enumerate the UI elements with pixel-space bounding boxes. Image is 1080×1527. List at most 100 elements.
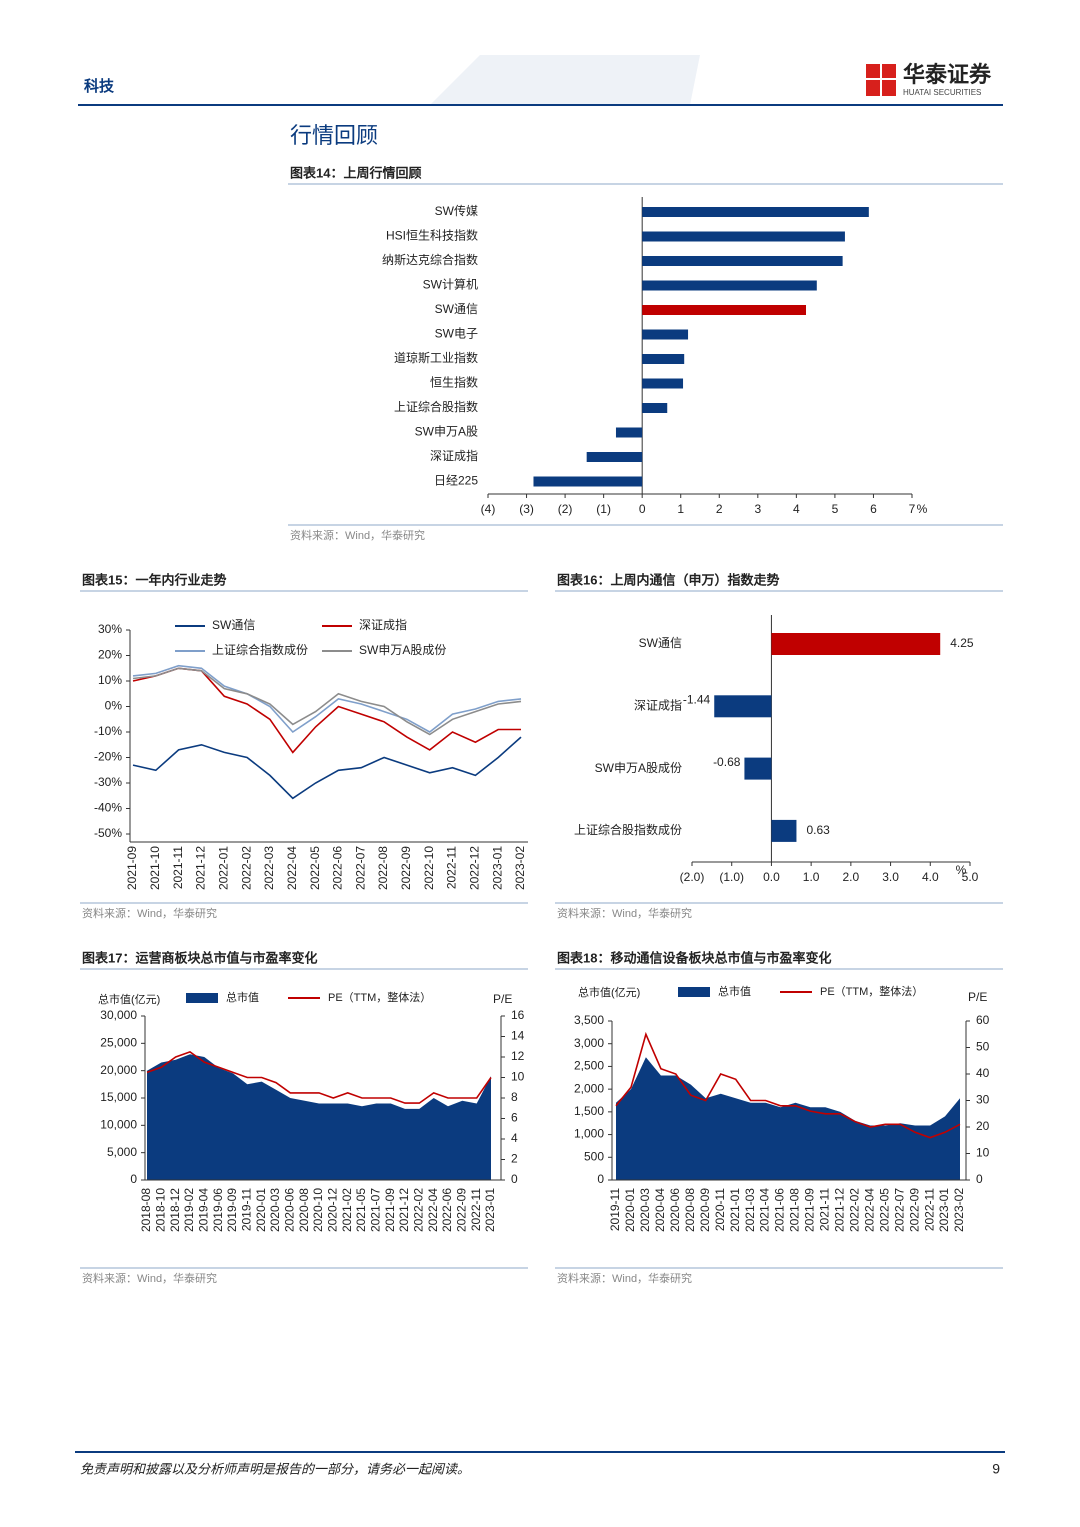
y2-tick-label: 16 [511, 1008, 525, 1022]
legend-label: 深证成指 [359, 617, 407, 632]
x-tick-label: 2022-06 [440, 1188, 454, 1232]
x-tick-label: 4 [793, 502, 800, 516]
series-area [616, 1057, 960, 1180]
x-tick-label: 2021-03 [743, 1188, 757, 1232]
category-label: HSI恒生科技指数 [386, 228, 478, 243]
x-tick-label: 2023-01 [937, 1188, 951, 1232]
x-tick-label: 2021-12 [397, 1188, 411, 1232]
header-decoration [430, 55, 700, 105]
x-tick-label: 2019-02 [182, 1188, 196, 1232]
y2-tick-label: 20 [976, 1119, 990, 1133]
x-tick-label: 3 [754, 502, 761, 516]
x-tick-label: 2020-01 [254, 1188, 268, 1232]
x-tick-label: 2021-07 [369, 1188, 383, 1232]
category-label: SW通信 [639, 636, 682, 650]
figure-caption: 图表14：上周行情回顾 [290, 165, 421, 180]
x-tick-label: 2022-05 [877, 1188, 891, 1232]
category-label: 深证成指 [430, 448, 478, 463]
figure-caption: 图表17：运营商板块总市值与市盈率变化 [82, 950, 317, 965]
y-tick-label: 0% [105, 699, 123, 713]
x-tick-label: 2021-09 [803, 1188, 817, 1232]
x-tick-label: 2022-11 [469, 1188, 483, 1231]
x-tick-label: 2022-07 [353, 846, 367, 890]
x-tick-label: 7 [909, 502, 916, 516]
y-tick-label: 15,000 [100, 1090, 137, 1104]
bar [642, 207, 869, 217]
bar [642, 231, 845, 242]
x-tick-label: 2020-06 [283, 1188, 297, 1232]
bar [642, 256, 843, 266]
bar [744, 757, 772, 780]
y-axis-title: 总市值(亿元) [98, 992, 160, 1006]
bar [642, 329, 689, 340]
y-tick-label: -30% [94, 775, 122, 789]
y-tick-label: 5,000 [107, 1145, 137, 1159]
logo-name: 华泰证券 [903, 62, 992, 87]
y2-tick-label: 30 [976, 1093, 990, 1107]
y2-tick-label: 10 [976, 1146, 990, 1160]
bar [714, 695, 772, 718]
y-axis-title: 总市值(亿元) [578, 985, 640, 999]
y-tick-label: 30% [98, 622, 122, 636]
source-note: 资料来源：Wind，华泰研究 [82, 1271, 217, 1285]
category-label: SW传媒 [435, 203, 478, 218]
x-tick-label: 2023-02 [952, 1188, 966, 1232]
x-tick-label: 2022-02 [239, 846, 253, 890]
x-tick-label: 2022-02 [412, 1188, 426, 1232]
series-area [147, 1054, 491, 1180]
x-tick-label: 1 [677, 502, 684, 516]
bar [642, 280, 817, 291]
x-tick-label: 2019-06 [211, 1188, 225, 1232]
x-tick-label: 2019-11 [608, 1188, 622, 1231]
x-tick-label: 2020-06 [668, 1188, 682, 1232]
bar [615, 427, 643, 438]
y2-tick-label: 0 [511, 1172, 518, 1186]
x-tick-label: 2022-04 [285, 846, 299, 890]
x-tick-label: 2020-11 [713, 1188, 727, 1231]
x-tick-label: 2022-10 [422, 846, 436, 890]
x-tick-label: 2022-07 [892, 1188, 906, 1232]
x-unit: % [917, 502, 928, 516]
x-tick-label: 2019-11 [240, 1188, 254, 1231]
x-tick-label: 2022-11 [445, 846, 459, 889]
x-tick-label: 2022-08 [376, 846, 390, 890]
y-tick-label: -20% [94, 750, 122, 764]
y-tick-label: 20% [98, 648, 122, 662]
x-tick-label: 2020-12 [326, 1188, 340, 1232]
x-tick-label: 2022-03 [262, 846, 276, 890]
category-label: 上证综合股指数成份 [574, 822, 682, 837]
x-tick-label: 2022-12 [468, 846, 482, 890]
x-tick-label: 5.0 [962, 870, 979, 884]
x-tick-label: 2019-09 [225, 1188, 239, 1232]
y2-tick-label: 2 [511, 1152, 518, 1166]
x-tick-label: 2023-02 [513, 846, 527, 890]
x-tick-label: 2022-04 [426, 1188, 440, 1232]
x-tick-label: 2022-09 [455, 1188, 469, 1232]
legend-label: 总市值 [226, 990, 259, 1004]
series-line [615, 1031, 961, 1139]
y2-tick-label: 4 [511, 1131, 518, 1145]
x-tick-label: (1.0) [719, 870, 744, 884]
y2-tick-label: 6 [511, 1111, 518, 1125]
x-tick-label: 6 [870, 502, 877, 516]
x-tick-label: (1) [596, 502, 611, 516]
category-label: SW申万A股 [415, 425, 478, 439]
legend-label: SW申万A股成份 [359, 643, 446, 657]
x-tick-label: 2021-12 [194, 846, 208, 890]
y-tick-label: 3,500 [574, 1013, 604, 1027]
data-label: -0.68 [713, 755, 741, 769]
section-label: 科技 [84, 77, 115, 95]
bar [642, 354, 685, 364]
bar [771, 633, 941, 655]
x-tick-label: 4.0 [922, 870, 939, 884]
y-tick-label: 10,000 [100, 1118, 137, 1132]
category-label: 上证综合股指数 [394, 399, 478, 414]
x-unit: % [956, 863, 967, 877]
category-label: 纳斯达克综合指数 [382, 252, 478, 267]
y-tick-label: 25,000 [100, 1036, 137, 1050]
x-tick-label: 5 [832, 502, 839, 516]
x-tick-label: 2022-04 [862, 1188, 876, 1232]
data-label: 0.63 [806, 823, 830, 837]
legend-label: 上证综合指数成份 [212, 642, 308, 657]
